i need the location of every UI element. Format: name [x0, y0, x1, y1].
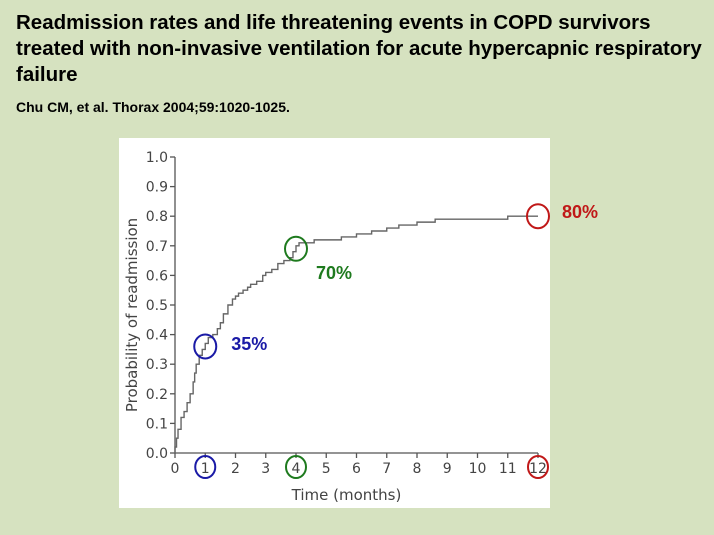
point-highlight-circle	[526, 203, 550, 230]
y-tick-label: 0.8	[146, 209, 168, 225]
y-tick-label: 0.6	[146, 268, 168, 284]
x-tick-label: 2	[231, 461, 240, 477]
citation: Chu CM, et al. Thorax 2004;59:1020-1025.	[16, 99, 290, 115]
callout-label: 70%	[316, 262, 353, 283]
x-tick-label: 4	[292, 461, 301, 477]
x-tick-label: 9	[443, 461, 452, 477]
y-tick-label: 0.3	[146, 357, 168, 373]
x-tick-label: 12	[529, 461, 547, 477]
y-tick-label: 0.5	[146, 298, 168, 314]
x-tick-label: 10	[469, 461, 487, 477]
x-axis-label: Time (months)	[291, 486, 402, 504]
x-tick-label: 0	[171, 461, 180, 477]
y-tick-label: 0.1	[146, 416, 168, 432]
x-tick-highlight-circle	[194, 455, 217, 479]
readmission-curve	[174, 215, 538, 453]
x-tick-label: 8	[413, 461, 422, 477]
x-tick-label: 5	[322, 461, 331, 477]
x-tick-highlight-circle	[527, 455, 549, 479]
x-tick-label: 1	[201, 461, 210, 477]
y-tick-label: 0.0	[146, 446, 168, 462]
x-tick-label: 7	[382, 461, 391, 477]
x-tick-highlight-circle	[285, 455, 307, 479]
x-tick-label: 11	[499, 461, 517, 477]
y-axis-label: Probability of readmission	[123, 218, 141, 412]
y-tick-label: 1.0	[146, 150, 168, 166]
slide-title: Readmission rates and life threatening e…	[16, 11, 702, 86]
y-tick-label: 0.9	[146, 180, 168, 196]
y-tick-label: 0.4	[146, 328, 168, 344]
callout-label: 35%	[231, 334, 268, 355]
chart-panel	[119, 138, 550, 508]
x-tick-label: 6	[352, 461, 361, 477]
point-highlight-circle	[284, 235, 308, 262]
point-highlight-circle	[193, 333, 218, 360]
callout-label: 80%	[562, 202, 599, 223]
y-tick-label: 0.2	[146, 387, 168, 403]
x-tick-label: 3	[261, 461, 270, 477]
y-tick-label: 0.7	[146, 239, 168, 255]
